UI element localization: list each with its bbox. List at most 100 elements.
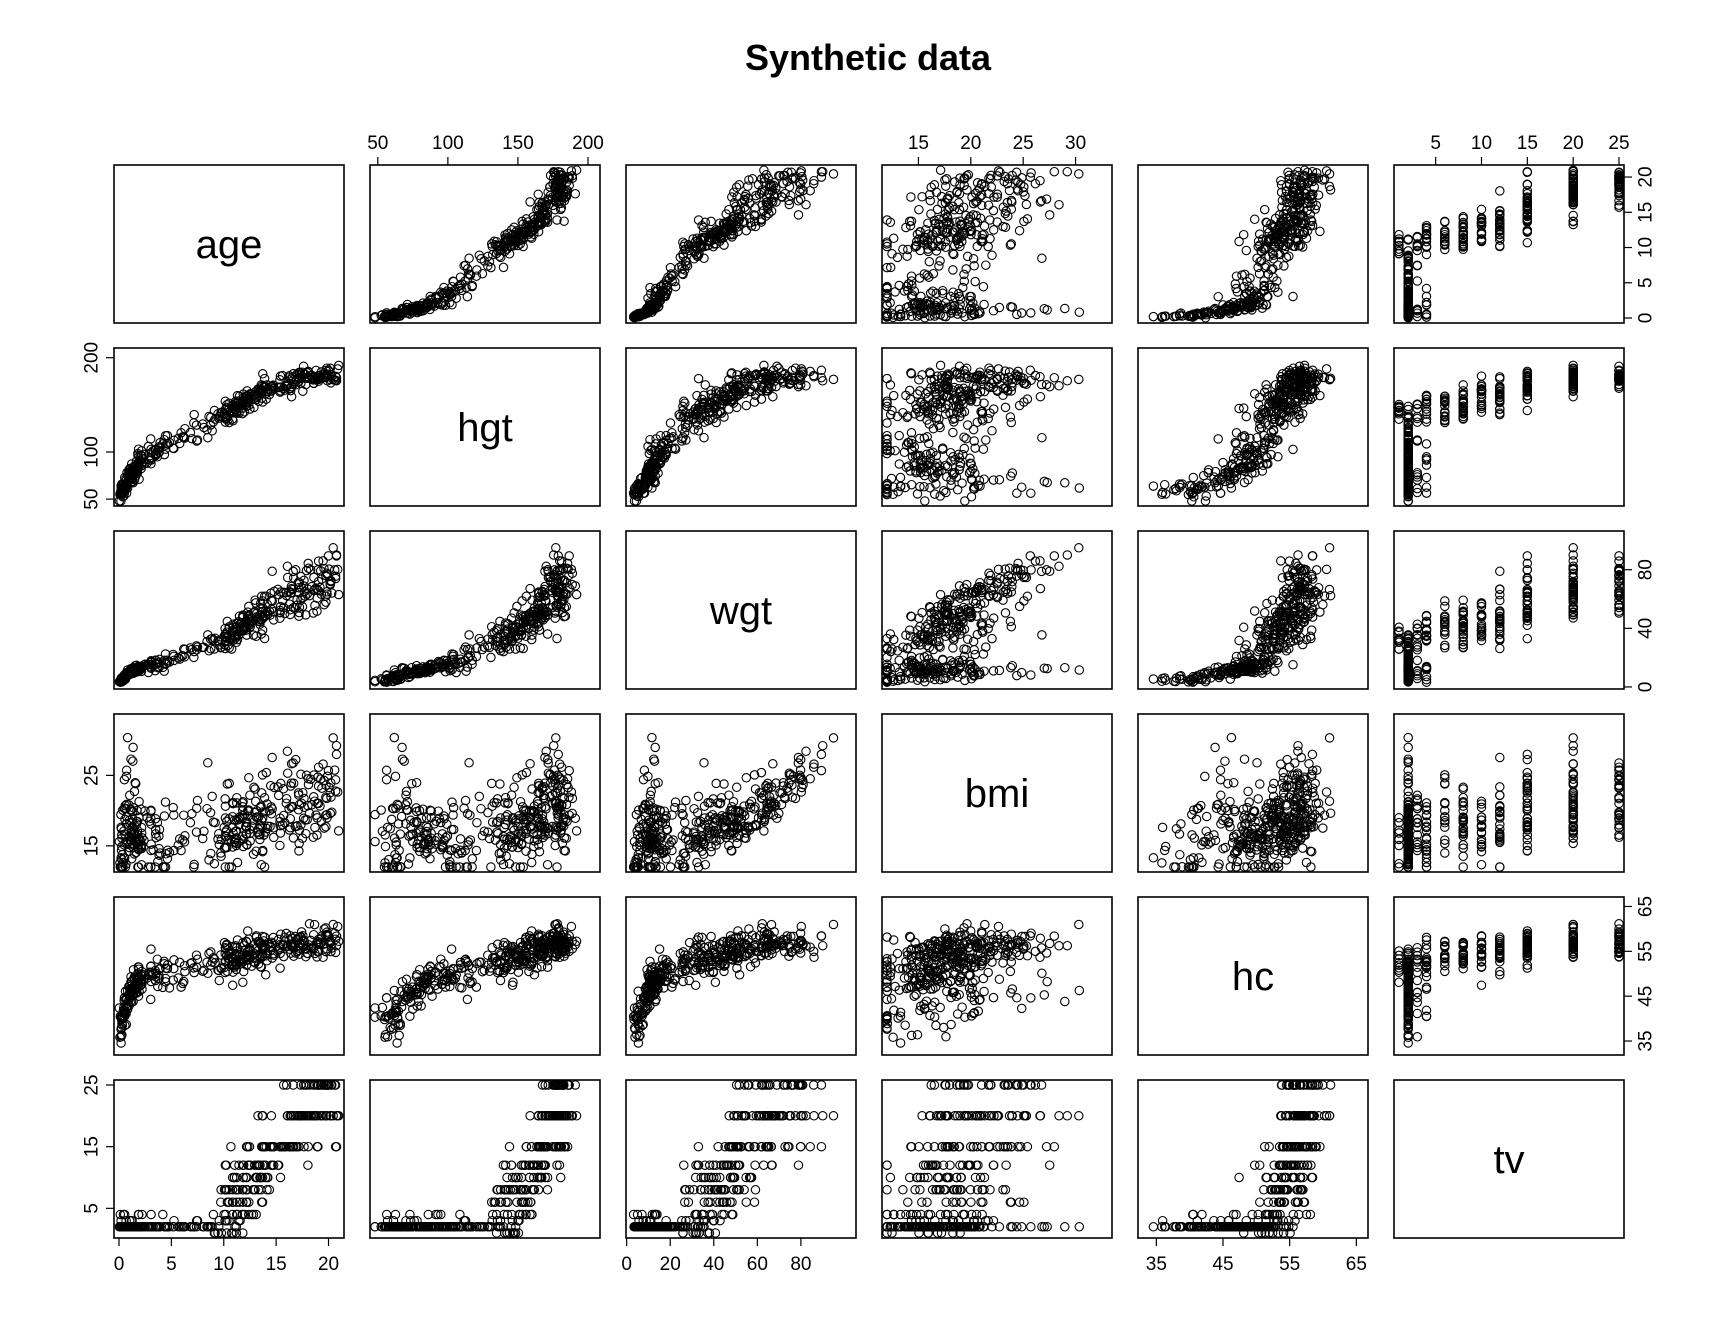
data-point (903, 301, 914, 312)
data-point (563, 171, 573, 182)
data-point (928, 268, 939, 279)
data-point (972, 178, 983, 188)
data-point (966, 229, 976, 240)
data-point (985, 233, 995, 244)
data-point (1041, 194, 1052, 204)
data-point (1325, 185, 1336, 195)
data-point (1213, 434, 1223, 444)
data-point (994, 475, 1005, 485)
data-point (922, 235, 933, 245)
panel-frame (1137, 347, 1369, 507)
data-point (509, 222, 519, 233)
data-point (390, 308, 401, 318)
data-point (509, 240, 519, 251)
data-point (905, 306, 915, 317)
data-point (462, 264, 473, 274)
data-point (571, 589, 582, 600)
data-point (937, 288, 948, 299)
data-point (437, 288, 448, 299)
data-point (786, 190, 796, 201)
data-point (704, 230, 715, 240)
data-point (1012, 670, 1022, 681)
data-point (784, 182, 795, 192)
data-point (697, 220, 707, 231)
data-point (771, 183, 781, 194)
data-point (484, 256, 495, 267)
data-point (882, 239, 892, 249)
chart-title: Synthetic data (745, 37, 992, 78)
data-point (912, 489, 923, 499)
data-point (885, 217, 896, 228)
data-point (1049, 166, 1060, 177)
data-point (961, 264, 971, 274)
data-point (988, 306, 999, 316)
data-point (955, 294, 966, 304)
data-point (552, 633, 562, 644)
data-point (1035, 197, 1046, 207)
data-point (895, 472, 906, 483)
data-point (699, 432, 709, 443)
data-point (961, 210, 971, 221)
data-point (960, 311, 970, 322)
data-point (1036, 196, 1047, 206)
data-point (547, 192, 558, 202)
data-point (741, 400, 752, 411)
data-point (511, 234, 521, 244)
data-point (932, 297, 942, 308)
data-point (552, 192, 562, 202)
data-point (1026, 565, 1036, 575)
data-point (1054, 381, 1064, 391)
data-point (448, 276, 459, 287)
data-point (539, 204, 550, 215)
data-point (1306, 190, 1317, 201)
data-point (981, 260, 991, 270)
data-point (1026, 168, 1036, 178)
data-point (1004, 185, 1015, 196)
data-point (1017, 173, 1027, 183)
data-point (731, 182, 742, 193)
data-point (554, 190, 564, 200)
data-point (935, 256, 945, 266)
data-point (756, 217, 767, 227)
data-point (801, 199, 811, 210)
data-point (954, 189, 965, 199)
data-point (555, 204, 566, 215)
data-point (934, 261, 944, 271)
data-point (1074, 483, 1085, 493)
data-point (380, 311, 391, 321)
data-point (925, 288, 936, 298)
data-point (1188, 472, 1199, 483)
data-point (817, 376, 828, 386)
data-point (189, 418, 199, 428)
data-point (940, 175, 950, 185)
data-point (1006, 471, 1016, 481)
data-point (556, 178, 567, 189)
panel-frame (881, 164, 1113, 324)
data-point (1060, 662, 1070, 673)
variable-label-hgt: hgt (457, 406, 513, 450)
data-point (1249, 214, 1260, 225)
data-point (1148, 481, 1159, 491)
data-point (145, 434, 156, 444)
data-point (817, 166, 828, 177)
data-point (940, 242, 951, 253)
data-point (954, 304, 964, 314)
data-point (769, 190, 779, 200)
data-point (566, 166, 577, 176)
data-point (1254, 229, 1265, 239)
data-point (983, 200, 994, 211)
data-point (745, 217, 756, 228)
data-point (942, 304, 952, 314)
data-point (992, 217, 1002, 227)
data-point (798, 185, 808, 196)
data-point (929, 311, 940, 321)
data-point (463, 273, 473, 283)
data-point (479, 256, 490, 266)
data-point (267, 566, 277, 577)
data-point (931, 187, 942, 198)
data-point (561, 189, 572, 200)
data-point (559, 216, 569, 226)
data-point (928, 230, 938, 240)
data-point (1421, 482, 1432, 492)
data-point (486, 652, 496, 663)
